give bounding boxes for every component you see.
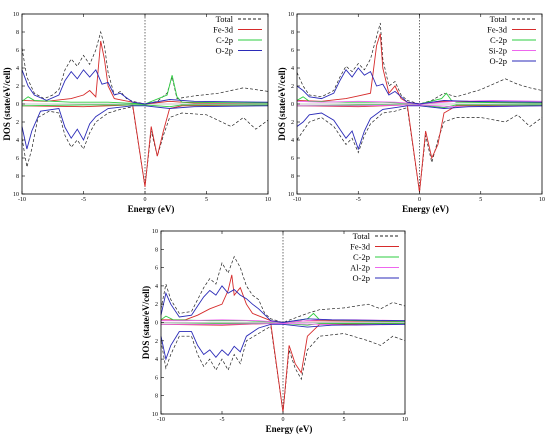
y-tick-label: 6 [155, 375, 158, 381]
y-tick-label: 8 [16, 174, 19, 180]
x-tick-label: -5 [81, 197, 86, 203]
legend-label-fe-3d: Fe-3d [487, 25, 508, 35]
dos-panel-1: -10 -5 0 5 10 10 8 6 4 2 0 2 4 6 8 10 Energy (eV) DOS (st… [2, 12, 271, 214]
y-tick-label: 2 [155, 339, 158, 345]
series-total-down [160, 325, 406, 413]
x-tick-label: 10 [539, 197, 545, 203]
x-tick-label: -10 [18, 197, 26, 203]
x-tick-label: -5 [356, 197, 361, 203]
series-total-up [21, 30, 269, 105]
y-tick-label: 0 [16, 102, 19, 108]
y-tick-label: 4 [155, 357, 158, 363]
x-tick-label: 0 [282, 417, 285, 423]
y-axis-title: DOS (state/eV/cell) [141, 286, 151, 359]
x-tick-label: 10 [402, 417, 408, 423]
series-fe-3d-down [21, 104, 269, 187]
y-tick-label: 4 [291, 138, 294, 144]
series-fe-3d-up [21, 40, 268, 105]
legend-label-fe-3d: Fe-3d [350, 242, 371, 252]
x-tick-label: -5 [220, 417, 225, 423]
series-o-2p-up [160, 285, 406, 323]
x-axis-title: Energy (eV) [402, 204, 449, 214]
x-tick-label: -10 [157, 417, 165, 423]
y-tick-label: 6 [16, 156, 19, 162]
y-tick-label: 10 [13, 192, 19, 198]
series-total-down [296, 107, 543, 193]
legend-label-al-2p: Al-2p [350, 263, 370, 273]
y-tick-label: 4 [291, 66, 294, 72]
x-tick-label: 0 [418, 197, 421, 203]
y-tick-label: 10 [288, 192, 294, 198]
y-tick-label: 4 [16, 138, 19, 144]
y-tick-label: 6 [16, 48, 19, 54]
x-tick-label: -10 [293, 197, 301, 203]
x-tick-label: 5 [479, 197, 482, 203]
x-tick-label: 10 [265, 197, 271, 203]
x-axis-title: Energy (eV) [128, 204, 175, 214]
y-tick-label: 2 [155, 302, 158, 308]
legend-label-total: Total [216, 14, 234, 24]
series-o-2p-down [296, 105, 543, 151]
series-c-2p-down [160, 322, 405, 326]
legend-label-c-2p: C-2p [216, 35, 233, 45]
x-tick-label: 0 [144, 197, 147, 203]
series-c-2p-down [21, 104, 268, 108]
legend-label-si-2p: Si-2p [489, 46, 507, 56]
series-fe-3d-down [296, 104, 543, 193]
legend-label-c-2p: C-2p [490, 35, 507, 45]
y-tick-label: 2 [291, 84, 294, 90]
series-o-2p-down [21, 105, 269, 150]
y-tick-label: 6 [291, 156, 294, 162]
legend-label-o-2p: O-2p [216, 46, 233, 56]
y-tick-label: 6 [155, 266, 158, 272]
y-tick-label: 10 [152, 412, 158, 418]
legend-label-o-2p: O-2p [490, 56, 507, 66]
legend-label-total: Total [490, 14, 508, 24]
y-tick-label: 0 [155, 321, 158, 327]
legend-label-total: Total [353, 231, 371, 241]
y-tick-label: 8 [16, 30, 19, 36]
series-fe-3d-down [160, 322, 406, 413]
series-total-down [21, 106, 269, 187]
series-c-2p-down [296, 104, 542, 109]
y-tick-label: 10 [288, 12, 294, 18]
y-tick-label: 8 [155, 247, 158, 253]
x-tick-label: 5 [205, 197, 208, 203]
series-o-2p-down [160, 323, 406, 361]
legend-label-o-2p: O-2p [353, 273, 370, 283]
legend-label-fe-3d: Fe-3d [213, 25, 234, 35]
series-si-2p-up [296, 99, 543, 105]
legend-label-c-2p: C-2p [353, 252, 370, 262]
series-total-up [296, 22, 543, 105]
y-axis-title: DOS (state/eV/cell) [2, 67, 12, 140]
y-tick-label: 8 [291, 174, 294, 180]
y-tick-label: 10 [13, 12, 19, 18]
y-tick-label: 0 [291, 102, 294, 108]
y-tick-label: 2 [16, 120, 19, 126]
dos-panel-3: -10 -5 0 5 10 10 8 6 4 2 0 2 4 6 8 10 Energy (eV) DOS (st… [141, 229, 408, 434]
y-tick-label: 2 [16, 84, 19, 90]
y-tick-label: 2 [291, 120, 294, 126]
x-axis-title: Energy (eV) [266, 424, 313, 434]
series-o-2p-up [296, 67, 543, 105]
y-tick-label: 6 [291, 48, 294, 54]
y-tick-label: 8 [291, 30, 294, 36]
series-o-2p-up [21, 68, 269, 105]
y-axis-title: DOS (state/eV/cell) [277, 67, 287, 140]
y-tick-label: 4 [16, 66, 19, 72]
y-tick-label: 4 [155, 284, 158, 290]
y-tick-label: 10 [152, 229, 158, 235]
y-tick-label: 8 [155, 394, 158, 400]
dos-panel-2: -10 -5 0 5 10 10 8 6 4 2 0 2 4 6 8 10 Energy (eV) DOS (st… [277, 12, 545, 214]
x-tick-label: 5 [343, 417, 346, 423]
